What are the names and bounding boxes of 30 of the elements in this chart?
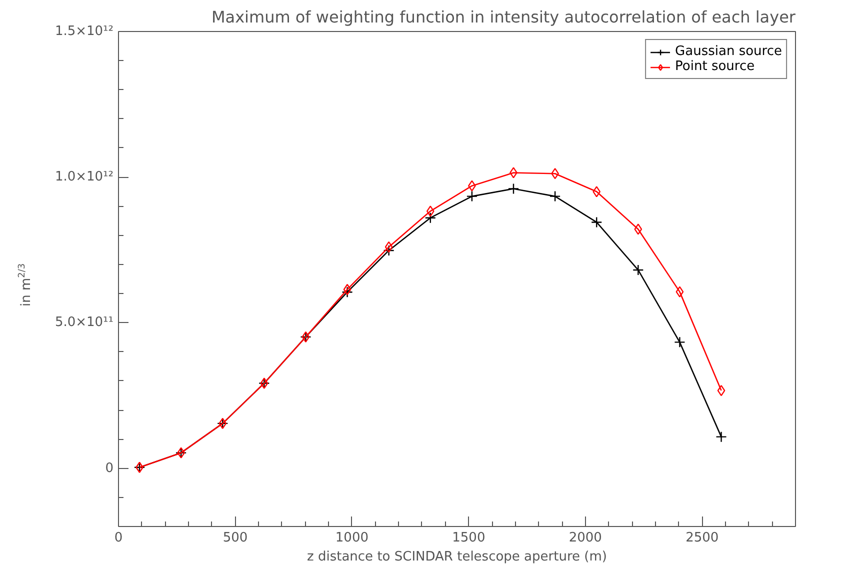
point — [632, 264, 644, 276]
y-tick-label: 0 — [105, 460, 114, 476]
point — [716, 431, 727, 442]
point — [676, 286, 684, 298]
x-tick-label: 2000 — [568, 530, 602, 546]
point — [466, 190, 478, 202]
point — [591, 216, 602, 228]
y-tick-label: 5.0×10¹¹ — [54, 315, 114, 330]
point — [343, 284, 352, 296]
x-axis-title: z distance to SCINDAR telescope aperture (m) — [307, 550, 607, 564]
point — [384, 241, 393, 253]
x-tick-label: 1000 — [335, 530, 368, 546]
point — [426, 206, 434, 217]
x-tick-label: 2500 — [686, 530, 719, 546]
y-tick-label: 1.0×10¹² — [54, 170, 114, 185]
chart-title: Maximum of weighting function in intensity autocorrelation of each layer — [211, 8, 796, 26]
point — [717, 384, 726, 396]
point — [424, 212, 436, 224]
point — [674, 336, 686, 348]
point — [508, 183, 520, 194]
y-tick-label: 1.5×10¹² — [54, 24, 114, 39]
point — [634, 224, 642, 235]
x-tick-label: 500 — [222, 530, 248, 546]
point — [592, 186, 601, 198]
x-tick-label: 1500 — [452, 530, 486, 546]
point — [549, 190, 561, 202]
legend-label: Point source — [675, 59, 755, 74]
point — [383, 244, 394, 256]
point — [342, 286, 353, 298]
legend-label: Gaussian source — [675, 44, 782, 59]
